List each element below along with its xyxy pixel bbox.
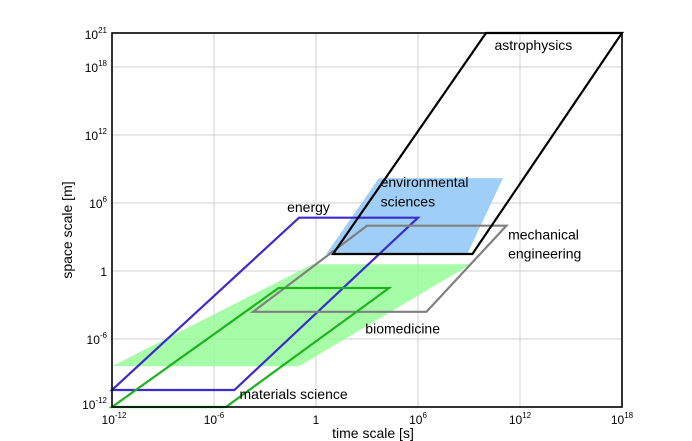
y-tick-label: 10-12 (82, 396, 107, 412)
filled-regions (112, 178, 503, 367)
x-tick-label: 10-6 (204, 411, 225, 427)
x-tick-labels: 10-12 10-6 1 106 1012 1018 (102, 411, 634, 427)
y-tick-label: 1 (100, 265, 107, 279)
plot-frame (111, 32, 623, 408)
y-tick-label: 1021 (85, 26, 108, 42)
y-tick-label: 106 (89, 195, 107, 211)
x-axis-label: time scale [s] (332, 425, 414, 441)
x-tick-label: 1012 (509, 411, 532, 427)
x-tick-label: 106 (409, 411, 427, 427)
region-energy (109, 216, 421, 392)
region-label: sciences (381, 193, 435, 209)
x-tick-label: 1018 (611, 411, 634, 427)
y-tick-label: 10-6 (87, 331, 108, 347)
region-label: environmental (381, 174, 469, 190)
region-label: energy (287, 199, 330, 215)
region-label: astrophysics (495, 37, 573, 53)
y-axis-label: space scale [m] (59, 181, 75, 278)
region-label: mechanical (508, 226, 579, 242)
y-tick-label: 1012 (85, 127, 108, 143)
region-label: engineering (508, 246, 581, 262)
x-tick-label: 1 (313, 413, 320, 427)
region-environmental-sciences (326, 178, 503, 254)
region-label: biomedicine (365, 320, 440, 336)
region-label: materials science (240, 386, 348, 402)
region-biomedicine (112, 264, 471, 367)
y-tick-label: 1018 (85, 59, 108, 75)
x-tick-label: 10-12 (102, 411, 127, 427)
y-tick-labels: 10-12 10-6 1 106 1012 1018 1021 (82, 26, 107, 412)
region-mechanical-engineering (249, 224, 509, 313)
region-labels: astrophysics environmental sciences energy m… (240, 37, 582, 402)
